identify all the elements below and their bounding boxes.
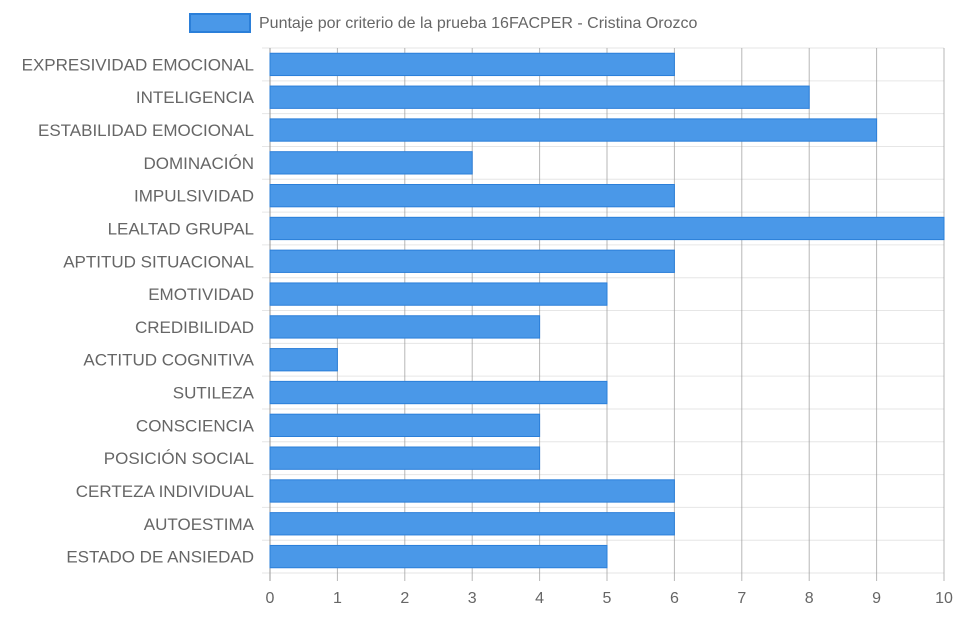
y-axis-labels: EXPRESIVIDAD EMOCIONAL INTELIGENCIA ESTABI… (22, 55, 255, 566)
y-tick-label: CONSCIENCIA (136, 416, 255, 435)
y-tick-label: CREDIBILIDAD (135, 318, 254, 337)
y-tick-label: ACTITUD COGNITIVA (83, 351, 254, 370)
bar[interactable] (269, 52, 675, 77)
x-tick-label: 10 (935, 590, 953, 607)
x-tick-label: 9 (872, 590, 881, 607)
bar[interactable] (269, 380, 608, 405)
bar[interactable] (269, 184, 675, 208)
x-tick-label: 3 (468, 590, 477, 607)
bar[interactable] (269, 446, 541, 470)
bar[interactable] (269, 216, 945, 241)
x-tick-label: 2 (400, 590, 409, 607)
legend-swatch (189, 13, 251, 33)
y-tick-label: EMOTIVIDAD (148, 285, 254, 304)
y-tick-label: CERTEZA INDIVIDUAL (76, 482, 254, 501)
bar[interactable] (269, 282, 608, 306)
y-tick-label: SUTILEZA (173, 384, 255, 403)
bar[interactable] (269, 85, 810, 109)
y-tick-label: POSICIÓN SOCIAL (104, 449, 254, 468)
x-tick-label: 6 (670, 590, 679, 607)
x-tick-label: 1 (333, 590, 342, 607)
y-tick-label: ESTADO DE ANSIEDAD (66, 548, 254, 567)
bar[interactable] (269, 544, 608, 569)
y-tick-label: EXPRESIVIDAD EMOCIONAL (22, 55, 254, 74)
bar[interactable] (269, 249, 675, 273)
x-tick-label: 0 (266, 590, 275, 607)
y-tick-label: INTELIGENCIA (136, 88, 255, 107)
bar[interactable] (269, 118, 878, 142)
x-tick-label: 7 (737, 590, 746, 607)
y-tick-label: ESTABILIDAD EMOCIONAL (38, 121, 254, 140)
bar[interactable] (269, 348, 338, 372)
y-tick-label: IMPULSIVIDAD (134, 187, 254, 206)
x-tick-label: 4 (535, 590, 544, 607)
legend-label: Puntaje por criterio de la prueba 16FACP… (259, 15, 698, 32)
x-axis-labels: 0 1 2 3 4 5 6 7 8 9 10 (266, 590, 953, 607)
y-tick-label: LEALTAD GRUPAL (108, 219, 254, 238)
bar[interactable] (269, 479, 675, 503)
bar[interactable] (269, 413, 541, 437)
y-tick-label: DOMINACIÓN (144, 154, 255, 173)
bar[interactable] (269, 512, 675, 536)
legend[interactable]: Puntaje por criterio de la prueba 16FACP… (189, 13, 698, 33)
x-tick-label: 5 (603, 590, 612, 607)
y-tick-label: AUTOESTIMA (144, 515, 255, 534)
bar[interactable] (269, 151, 473, 175)
x-tick-label: 8 (805, 590, 814, 607)
y-tick-label: APTITUD SITUACIONAL (63, 252, 254, 271)
bars (269, 52, 945, 569)
bar[interactable] (269, 315, 541, 339)
